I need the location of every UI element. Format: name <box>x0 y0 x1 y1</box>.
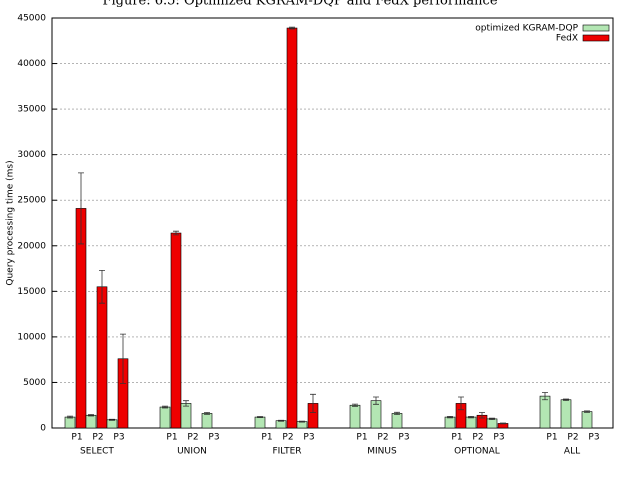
error-bar <box>542 392 548 401</box>
bar <box>106 419 118 429</box>
chart-title: Figure: 6.5: Optimized KGRAM-DQP and Fed… <box>102 0 497 9</box>
legend-label: optimized KGRAM-DQP <box>475 24 578 34</box>
error-bar <box>447 415 453 419</box>
bar <box>170 232 182 429</box>
x-tick-label: P1 <box>166 433 177 443</box>
x-tick-label: P2 <box>92 433 103 443</box>
bar <box>370 400 382 429</box>
error-bar <box>310 393 316 413</box>
bar <box>465 416 477 429</box>
error-bar <box>584 410 590 413</box>
error-bar <box>394 411 400 415</box>
error-bar <box>173 230 179 236</box>
group-label: UNION <box>177 447 207 457</box>
error-bar <box>257 416 263 419</box>
error-bar <box>479 412 485 419</box>
error-bar <box>468 415 474 419</box>
x-tick-label: P3 <box>398 433 409 443</box>
group-label: SELECT <box>80 447 114 457</box>
error-bar <box>78 172 84 245</box>
group-label: ALL <box>564 447 580 457</box>
error-bar <box>563 398 569 401</box>
error-bar <box>99 269 105 304</box>
error-bar <box>299 420 305 423</box>
error-bar <box>120 333 126 384</box>
group-label: FILTER <box>272 447 301 457</box>
error-bar <box>278 419 284 422</box>
y-tick-label: 45000 <box>17 14 46 24</box>
error-bar <box>109 418 115 421</box>
bar <box>201 413 213 429</box>
legend-swatch <box>582 24 610 32</box>
bar <box>349 404 361 429</box>
bar <box>96 286 108 429</box>
bar <box>159 406 171 429</box>
y-tick-label: 30000 <box>17 150 46 160</box>
bar <box>296 421 308 429</box>
bar <box>581 411 593 429</box>
error-bar <box>162 405 168 409</box>
x-tick-label: P3 <box>113 433 124 443</box>
plot-frame <box>51 17 614 429</box>
error-bar <box>489 417 495 421</box>
legend-label: FedX <box>556 34 578 44</box>
group-label: MINUS <box>367 447 397 457</box>
bar <box>254 416 266 429</box>
error-bar <box>458 396 464 411</box>
error-bar <box>67 415 73 419</box>
error-bar <box>500 422 506 425</box>
bar <box>85 414 97 429</box>
x-tick-label: P2 <box>472 433 483 443</box>
y-tick-label: 20000 <box>17 241 46 251</box>
y-tick-label: 10000 <box>17 332 46 342</box>
x-tick-label: P2 <box>567 433 578 443</box>
y-tick-label: 0 <box>40 424 46 434</box>
x-tick-label: P1 <box>261 433 272 443</box>
y-tick-label: 15000 <box>17 287 46 297</box>
bar <box>64 416 76 429</box>
y-axis-label: Query processing time (ms) <box>6 160 16 285</box>
bar <box>486 418 498 429</box>
x-tick-label: P2 <box>187 433 198 443</box>
x-tick-label: P3 <box>303 433 314 443</box>
bar <box>391 413 403 429</box>
x-tick-label: P1 <box>71 433 82 443</box>
bar <box>286 27 298 429</box>
x-tick-label: P1 <box>356 433 367 443</box>
legend-swatch <box>582 34 610 42</box>
bar <box>180 403 192 429</box>
error-bar <box>88 414 94 417</box>
x-tick-label: P1 <box>546 433 557 443</box>
bar <box>444 416 456 429</box>
bar <box>560 399 572 429</box>
y-tick-label: 35000 <box>17 105 46 115</box>
error-bar <box>289 26 295 30</box>
x-tick-label: P1 <box>451 433 462 443</box>
x-tick-label: P3 <box>493 433 504 443</box>
error-bar <box>373 396 379 405</box>
x-tick-label: P3 <box>588 433 599 443</box>
y-tick-label: 5000 <box>23 378 46 388</box>
x-tick-label: P2 <box>377 433 388 443</box>
bar <box>275 420 287 429</box>
y-tick-label: 25000 <box>17 196 46 206</box>
error-bar <box>352 403 358 407</box>
error-bar <box>183 400 189 407</box>
x-tick-label: P3 <box>208 433 219 443</box>
bar <box>539 395 551 429</box>
group-label: OPTIONAL <box>454 447 500 457</box>
error-bar <box>204 412 210 415</box>
y-tick-label: 40000 <box>17 59 46 69</box>
x-tick-label: P2 <box>282 433 293 443</box>
